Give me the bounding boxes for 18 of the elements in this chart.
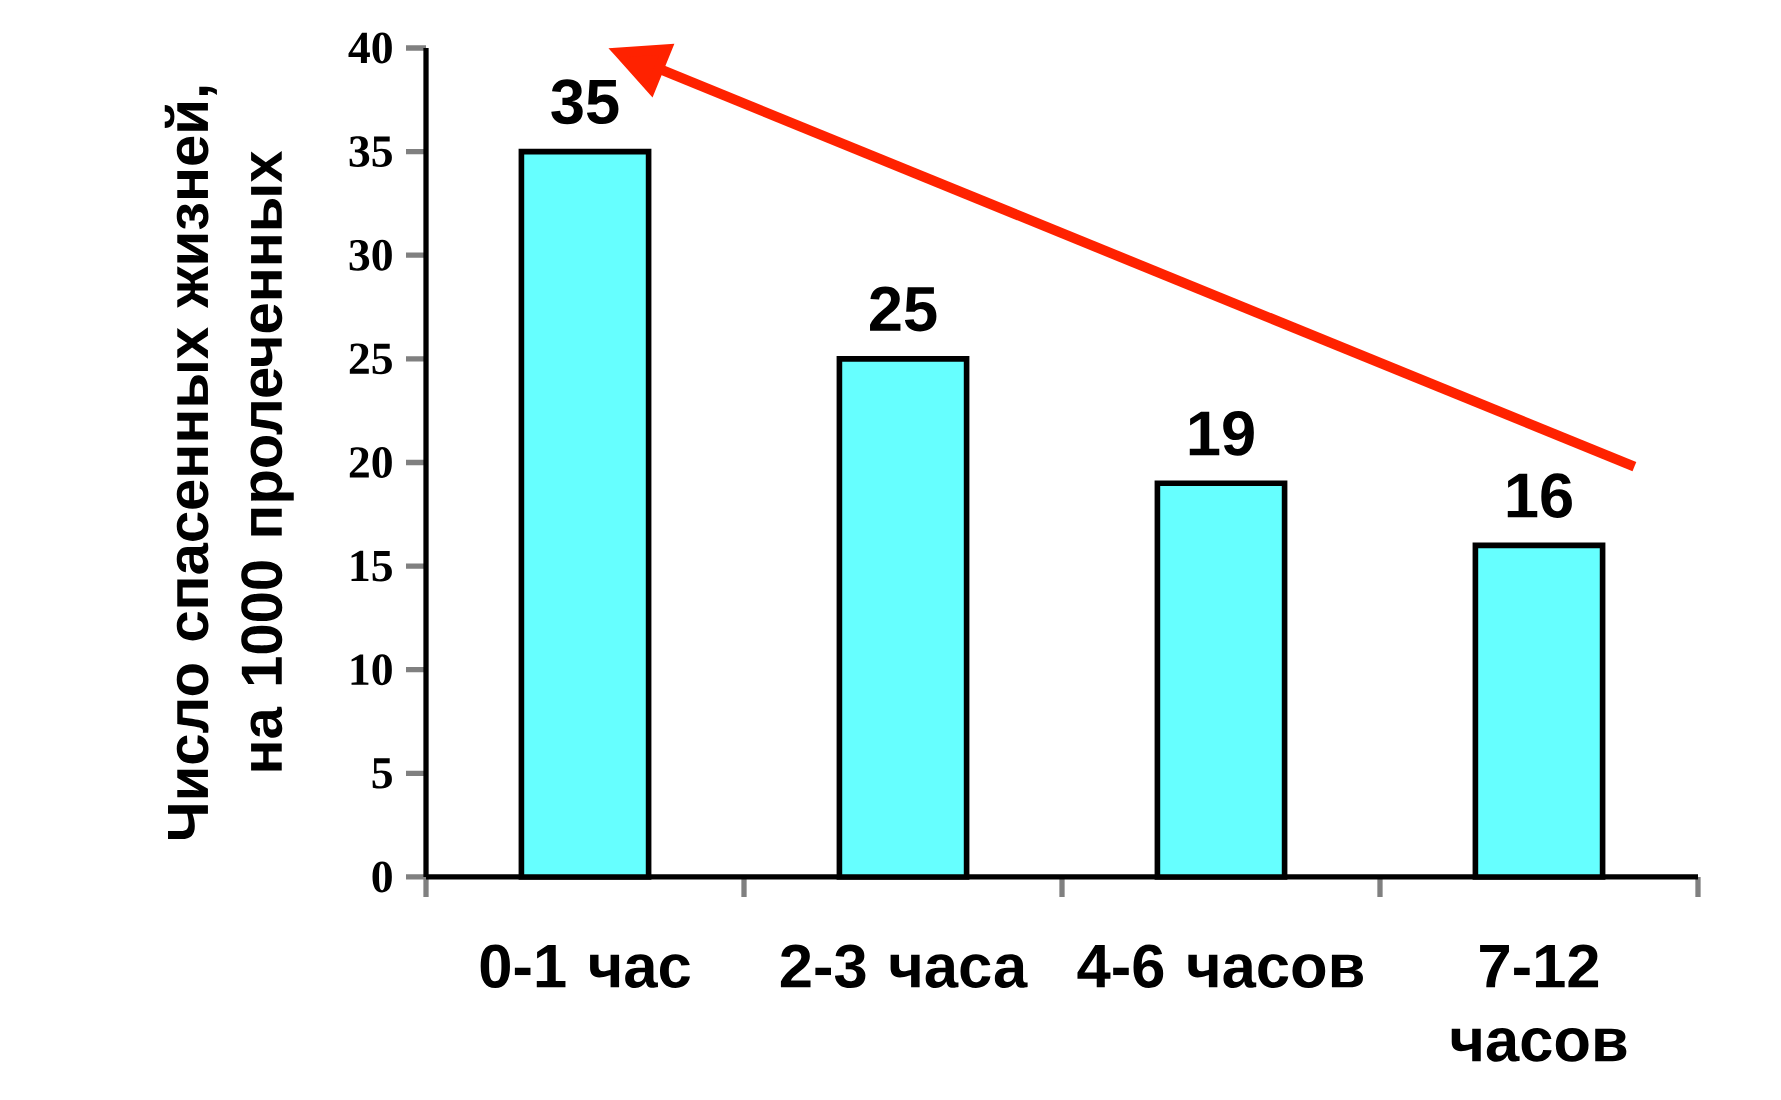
data-label: 35 bbox=[551, 79, 619, 125]
y-tick-label: 5 bbox=[372, 758, 392, 789]
data-label: 16 bbox=[1507, 473, 1572, 518]
x-tick-label: 4-6 часов bbox=[1077, 944, 1363, 988]
y-tick-label: 25 bbox=[349, 343, 392, 375]
y-tick-label: 40 bbox=[348, 32, 392, 64]
y-tick-label: 10 bbox=[351, 654, 392, 686]
data-label: 19 bbox=[1189, 410, 1254, 456]
x-tick-label: 7-12 часов bbox=[1451, 944, 1627, 1062]
y-tick-label: 30 bbox=[349, 239, 392, 271]
data-label: 25 bbox=[870, 286, 937, 332]
y-tick-label: 15 bbox=[351, 550, 392, 582]
y-tick-label: 35 bbox=[349, 136, 392, 167]
x-tick-label: 2-3 часа bbox=[780, 944, 1028, 989]
y-axis-title: Число спасенных жизней, на 1000 пролеченных bbox=[164, 86, 294, 839]
y-tick-label: 0 bbox=[372, 861, 392, 893]
x-tick-label: 0-1 час bbox=[480, 944, 690, 988]
y-tick-label: 20 bbox=[349, 447, 392, 478]
